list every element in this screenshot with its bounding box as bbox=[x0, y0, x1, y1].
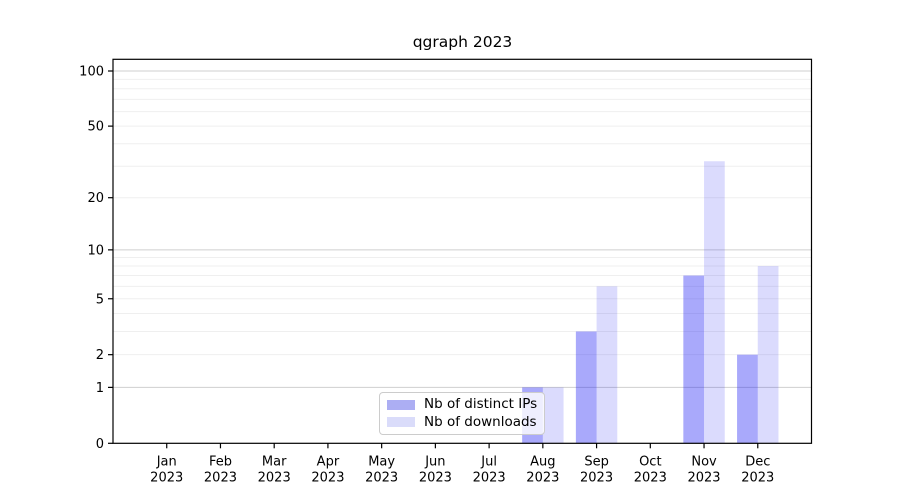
x-tick-label-year: 2023 bbox=[204, 470, 237, 485]
x-tick-label-year: 2023 bbox=[150, 470, 183, 485]
y-tick-label: 5 bbox=[96, 292, 104, 307]
chart-title: qgraph 2023 bbox=[412, 33, 513, 51]
bar-nov-distinct-ips bbox=[683, 275, 705, 444]
x-tick-label-year: 2023 bbox=[687, 470, 720, 485]
y-tick-label: 1 bbox=[96, 381, 104, 396]
plot-area-border bbox=[112, 58, 813, 444]
x-tick-label-month: Mar bbox=[262, 454, 287, 469]
x-tick-label-year: 2023 bbox=[311, 470, 344, 485]
x-tick-label-month: Sep bbox=[584, 454, 609, 469]
legend-label-downloads: Nb of downloads bbox=[424, 413, 537, 430]
x-tick-label-month: Apr bbox=[317, 454, 340, 469]
y-tick-label: 0 bbox=[96, 437, 104, 452]
x-tick-label-year: 2023 bbox=[473, 470, 506, 485]
y-tick-label: 20 bbox=[87, 191, 104, 206]
x-tick-label-month: Nov bbox=[691, 454, 717, 469]
bar-aug-downloads bbox=[542, 387, 564, 444]
x-tick-label-year: 2023 bbox=[526, 470, 559, 485]
y-tick-label: 2 bbox=[96, 348, 104, 363]
x-tick-label-year: 2023 bbox=[365, 470, 398, 485]
x-tick-label-month: Jul bbox=[480, 454, 497, 469]
legend-swatch-distinct-ips bbox=[387, 399, 415, 410]
x-tick-label-year: 2023 bbox=[419, 470, 452, 485]
bar-sep-downloads bbox=[596, 286, 618, 444]
x-tick-label-year: 2023 bbox=[741, 470, 774, 485]
bar-sep-distinct-ips bbox=[575, 331, 597, 444]
x-tick-label-month: Dec bbox=[745, 454, 770, 469]
bar-dec-distinct-ips bbox=[737, 354, 758, 444]
x-tick-label-year: 2023 bbox=[634, 470, 667, 485]
legend-swatch-downloads bbox=[387, 417, 415, 428]
x-tick-label-month: Oct bbox=[639, 454, 661, 469]
x-tick-label-month: Aug bbox=[530, 454, 555, 469]
y-tick-label: 10 bbox=[87, 243, 104, 258]
bar-dec-downloads bbox=[757, 266, 779, 444]
legend-item-distinct-ips: Nb of distinct IPs bbox=[387, 396, 544, 412]
x-tick-label-year: 2023 bbox=[580, 470, 613, 485]
y-tick-label: 100 bbox=[79, 65, 104, 80]
bar-nov-downloads bbox=[704, 161, 725, 444]
x-tick-label-month: Feb bbox=[209, 454, 232, 469]
legend-item-downloads: Nb of downloads bbox=[387, 413, 544, 430]
x-tick-label-month: Jun bbox=[424, 454, 445, 469]
x-tick-label-month: Jan bbox=[156, 454, 177, 469]
legend-label-distinct-ips: Nb of distinct IPs bbox=[424, 396, 538, 412]
x-tick-label-month: May bbox=[368, 454, 395, 469]
legend: Nb of distinct IPs Nb of downloads bbox=[379, 392, 545, 435]
y-tick-label: 50 bbox=[87, 120, 104, 135]
x-tick-label-year: 2023 bbox=[258, 470, 291, 485]
